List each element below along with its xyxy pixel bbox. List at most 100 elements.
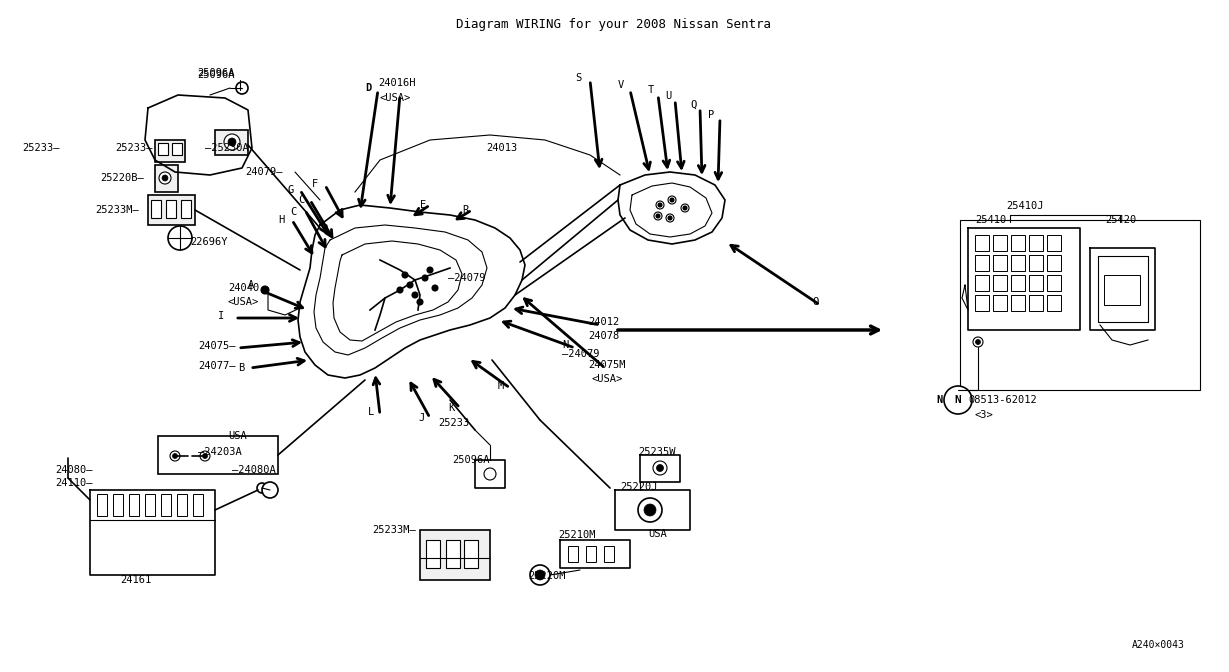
Bar [426, 540, 440, 568]
Text: —24080A: —24080A [232, 465, 275, 475]
Text: I: I [218, 311, 224, 321]
Circle shape [224, 134, 240, 150]
Polygon shape [159, 143, 168, 155]
Bar [960, 220, 1200, 390]
Text: N: N [936, 395, 943, 405]
Text: <USA>: <USA> [229, 297, 259, 307]
Circle shape [656, 201, 664, 209]
Circle shape [412, 292, 418, 298]
Text: R: R [462, 205, 468, 215]
Circle shape [484, 468, 497, 480]
Bar [603, 546, 614, 562]
Bar [975, 255, 989, 271]
Bar [1011, 235, 1025, 251]
Bar [177, 494, 187, 516]
Text: Diagram WIRING for your 2008 Nissan Sentra: Diagram WIRING for your 2008 Nissan Sent… [456, 18, 772, 31]
Text: 25233: 25233 [438, 418, 469, 428]
Text: 25220J: 25220J [619, 482, 658, 492]
Text: USA: USA [648, 529, 667, 539]
Bar [446, 540, 460, 568]
Circle shape [944, 386, 972, 414]
Circle shape [159, 172, 171, 184]
Text: —24203A: —24203A [198, 447, 242, 457]
Text: <USA>: <USA> [592, 374, 623, 384]
Circle shape [402, 272, 408, 278]
Text: 25210M: 25210M [558, 530, 596, 540]
Circle shape [229, 138, 236, 146]
Bar [993, 295, 1007, 311]
Bar [193, 494, 203, 516]
Text: 25235W: 25235W [638, 447, 676, 457]
Bar [1047, 255, 1061, 271]
Text: E: E [420, 200, 426, 210]
Bar [1029, 295, 1043, 311]
Bar [975, 235, 989, 251]
Circle shape [638, 498, 662, 522]
Text: 24161: 24161 [120, 575, 151, 585]
Text: —24079: —24079 [562, 349, 600, 359]
Bar [181, 200, 190, 218]
Text: 24110—: 24110— [55, 478, 92, 488]
Text: 25410J: 25410J [1007, 201, 1043, 211]
Circle shape [973, 337, 983, 347]
Text: <3>: <3> [975, 410, 994, 420]
Text: 24080—: 24080— [55, 465, 92, 475]
Text: D: D [365, 83, 371, 93]
Text: 24016H: 24016H [379, 78, 415, 88]
Circle shape [203, 454, 208, 458]
Bar [1011, 275, 1025, 291]
Text: 25096A: 25096A [197, 68, 235, 78]
Bar [97, 494, 107, 516]
Bar [975, 275, 989, 291]
Bar [1011, 255, 1025, 271]
Circle shape [683, 206, 687, 210]
Circle shape [261, 286, 269, 294]
Text: H: H [278, 215, 284, 225]
Bar [161, 494, 171, 516]
Bar [129, 494, 139, 516]
Text: 25096A: 25096A [452, 455, 489, 465]
Circle shape [200, 451, 210, 461]
Circle shape [654, 212, 662, 220]
Bar [1029, 235, 1043, 251]
Bar [1047, 275, 1061, 291]
Text: 24079—: 24079— [245, 167, 283, 177]
Bar [145, 494, 155, 516]
Text: 25410: 25410 [975, 215, 1007, 225]
Bar [993, 275, 1007, 291]
Text: A: A [248, 280, 254, 290]
Bar [586, 546, 596, 562]
Text: —25230A: —25230A [205, 143, 248, 153]
Text: 08513-62012: 08513-62012 [968, 395, 1037, 405]
Text: 24075M: 24075M [587, 360, 626, 370]
Text: 24013: 24013 [485, 143, 517, 153]
Circle shape [170, 451, 179, 461]
Text: 25096A: 25096A [197, 70, 235, 80]
Text: M: M [498, 381, 504, 391]
Text: V: V [618, 80, 624, 90]
Text: 22696Y: 22696Y [190, 237, 227, 247]
Circle shape [172, 454, 177, 458]
Text: T: T [648, 85, 654, 95]
Circle shape [422, 275, 428, 281]
Bar [568, 546, 578, 562]
Circle shape [162, 175, 168, 181]
Bar [1047, 235, 1061, 251]
Bar [159, 436, 278, 474]
Bar [166, 200, 176, 218]
Text: Q: Q [689, 100, 697, 110]
Text: N: N [562, 340, 568, 350]
Bar [113, 494, 123, 516]
Polygon shape [147, 195, 195, 225]
Bar [993, 235, 1007, 251]
Text: 24077—: 24077— [198, 361, 236, 371]
Text: <USA>: <USA> [380, 93, 412, 103]
Circle shape [644, 504, 656, 516]
Circle shape [168, 226, 192, 250]
Circle shape [653, 461, 667, 475]
Bar [1104, 275, 1141, 305]
Text: J: J [418, 413, 424, 423]
Circle shape [530, 565, 551, 585]
Text: USA: USA [229, 431, 247, 441]
Circle shape [417, 299, 423, 305]
